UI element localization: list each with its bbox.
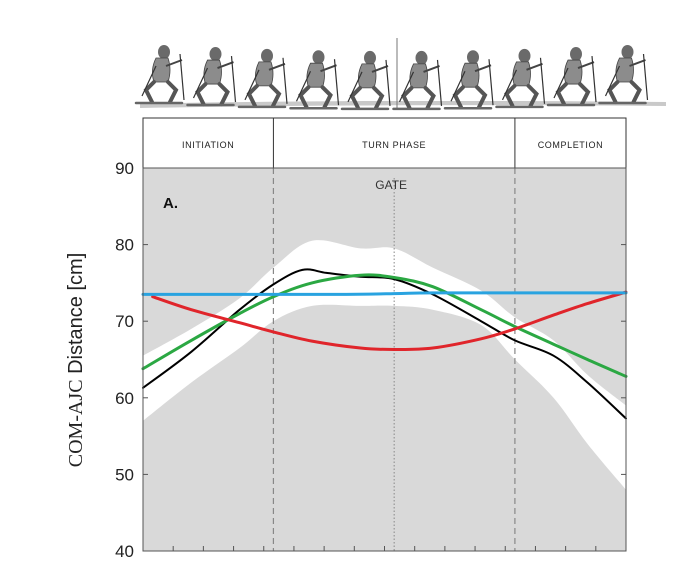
x-axis-ticks: [172, 546, 597, 551]
skier-figure: [598, 45, 649, 105]
series-line-4: [141, 291, 628, 296]
y-tick-label-40: 40: [115, 542, 134, 561]
series-line-3: [151, 290, 628, 352]
skier-figure: [237, 48, 288, 109]
series-line-1: [142, 268, 627, 420]
skier-figure: [443, 50, 494, 110]
phase-label-2: TURN PHASE: [362, 140, 426, 150]
y-axis-label-part2: Distance [cm]: [65, 253, 87, 380]
phase-label-1: INITIATION: [182, 140, 234, 150]
snow-ground: [140, 100, 666, 108]
y-tick-label-50: 50: [115, 465, 134, 484]
skier-figure: [134, 45, 185, 105]
y-tick-label-90: 90: [115, 159, 134, 178]
phase-header-box: [142, 117, 627, 169]
phase-dividers: [272, 168, 516, 551]
phase-label-3: COMPLETION: [538, 140, 604, 150]
skier-figure: [495, 48, 546, 109]
y-axis-label-part1: COM-AJC: [65, 379, 87, 467]
series-line-2: [141, 273, 628, 378]
plot-area: GATE A. 40 50 60 70 80 90: [115, 159, 628, 561]
skier-figure: [546, 47, 597, 107]
y-tick-label-60: 60: [115, 389, 134, 408]
panel-label: A.: [163, 195, 178, 212]
y-axis-label: COM-AJC Distance [cm]: [65, 253, 87, 468]
skier-figure: [289, 50, 340, 110]
y-tick-label-80: 80: [115, 236, 134, 255]
y-tick-label-70: 70: [115, 312, 134, 331]
skier-figure: [392, 50, 443, 111]
series-lines: [141, 268, 628, 420]
skier-figure: [186, 47, 237, 107]
y-axis: 40 50 60 70 80 90: [115, 159, 626, 561]
skier-sequence-illustration: [134, 38, 666, 111]
phase-header: INITIATION TURN PHASE COMPLETION: [142, 117, 627, 169]
skier-figure: [340, 50, 391, 111]
gate-label: GATE: [375, 178, 407, 192]
